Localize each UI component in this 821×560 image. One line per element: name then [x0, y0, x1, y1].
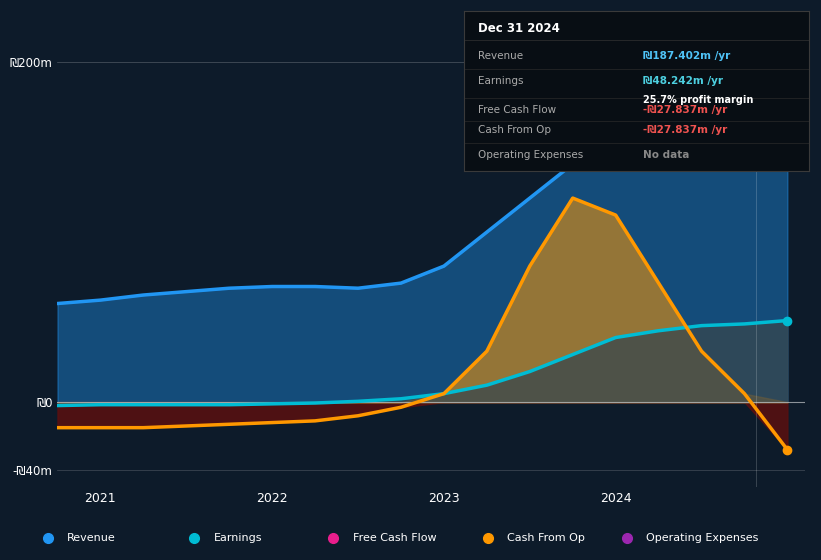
Text: Operating Expenses: Operating Expenses: [478, 150, 583, 160]
Text: ₪187.402m /yr: ₪187.402m /yr: [643, 51, 731, 61]
Text: Revenue: Revenue: [67, 533, 116, 543]
Text: Revenue: Revenue: [478, 51, 523, 61]
Text: Cash From Op: Cash From Op: [507, 533, 585, 543]
Text: Free Cash Flow: Free Cash Flow: [478, 105, 556, 115]
Text: Cash From Op: Cash From Op: [478, 125, 551, 135]
Text: Free Cash Flow: Free Cash Flow: [353, 533, 436, 543]
Text: Earnings: Earnings: [213, 533, 262, 543]
Text: -₪27.837m /yr: -₪27.837m /yr: [643, 105, 727, 115]
Text: Earnings: Earnings: [478, 76, 523, 86]
Text: Dec 31 2024: Dec 31 2024: [478, 22, 560, 35]
Text: ₪48.242m /yr: ₪48.242m /yr: [643, 76, 723, 86]
Text: 25.7% profit margin: 25.7% profit margin: [643, 95, 754, 105]
Text: No data: No data: [643, 150, 690, 160]
Text: -₪27.837m /yr: -₪27.837m /yr: [643, 125, 727, 135]
Text: Operating Expenses: Operating Expenses: [646, 533, 759, 543]
